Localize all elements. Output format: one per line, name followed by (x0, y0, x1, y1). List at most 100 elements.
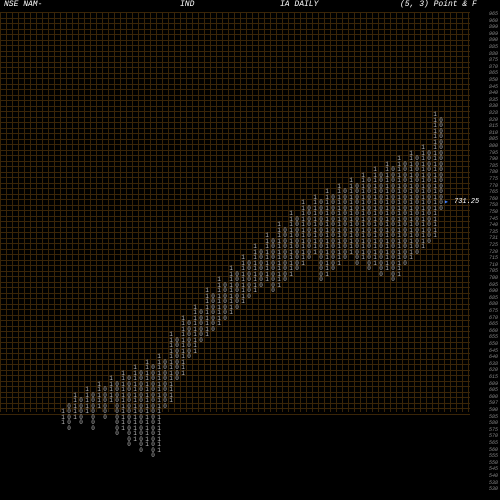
y-axis-label: 828 (489, 111, 498, 116)
y-axis-label: 740 (489, 223, 498, 228)
pnf-cell: 1 (276, 282, 282, 288)
pnf-cell: 0 (426, 238, 432, 244)
y-axis-label: 615 (489, 375, 498, 380)
pnf-cell: 0 (102, 414, 108, 420)
y-axis-label: 560 (489, 448, 498, 453)
y-axis-label: 795 (489, 151, 498, 156)
pnf-cell: 0 (222, 315, 228, 321)
y-axis-label: 725 (489, 243, 498, 248)
y-axis-label: 685 (489, 296, 498, 301)
y-axis-label: 597 (489, 401, 498, 406)
y-axis-label: 800 (489, 144, 498, 149)
y-axis-label: 731 (489, 236, 498, 241)
pnf-cell: 0 (390, 276, 396, 282)
y-axis-label: 600 (489, 395, 498, 400)
pnf-cell: 0 (78, 419, 84, 425)
pnf-cell: 0 (414, 249, 420, 255)
pnf-cell: 0 (174, 375, 180, 381)
y-axis-label: 675 (489, 309, 498, 314)
y-axis-label: 645 (489, 349, 498, 354)
y-axis-label: 715 (489, 256, 498, 261)
pnf-cell: 1 (204, 331, 210, 337)
y-axis-label: 680 (489, 302, 498, 307)
y-axis-label: 899 (489, 25, 498, 30)
chart-header: NSE NAM- IND IA DAILY (5, 3) Point & F (0, 0, 500, 12)
pnf-cell: 0 (138, 447, 144, 453)
y-axis-label: 655 (489, 335, 498, 340)
y-axis-label: 805 (489, 137, 498, 142)
y-axis-label: 530 (489, 487, 498, 492)
y-axis-label: 870 (489, 65, 498, 70)
pnf-cell: 1 (420, 243, 426, 249)
pnf-cell: 0 (210, 326, 216, 332)
pnf-cell: 0 (270, 287, 276, 293)
y-axis-label: 695 (489, 283, 498, 288)
pnf-cell: 0 (330, 265, 336, 271)
pnf-cell: 0 (126, 441, 132, 447)
pnf-cell: 0 (186, 353, 192, 359)
y-axis-label: 710 (489, 263, 498, 268)
y-axis-label: 580 (489, 421, 498, 426)
y-axis-label: 700 (489, 276, 498, 281)
pnf-cell: 0 (90, 425, 96, 431)
y-axis-label: 585 (489, 415, 498, 420)
y-axis-label: 570 (489, 434, 498, 439)
y-axis-label: 845 (489, 85, 498, 90)
pnf-cell: 1 (156, 447, 162, 453)
y-axis-label: 660 (489, 329, 498, 334)
y-axis-label: 810 (489, 131, 498, 136)
y-axis-label: 720 (489, 250, 498, 255)
y-axis-label: 875 (489, 58, 498, 63)
y-axis-label: 890 (489, 38, 498, 43)
y-axis-label: 705 (489, 269, 498, 274)
y-axis-label: 835 (489, 98, 498, 103)
pnf-cell: 1 (240, 298, 246, 304)
pnf-cell: 1 (168, 397, 174, 403)
y-axis-label: 865 (489, 71, 498, 76)
pnf-cell: 1 (288, 271, 294, 277)
y-axis-label: 885 (489, 45, 498, 50)
pnf-cell: 0 (294, 265, 300, 271)
y-axis-label: 605 (489, 388, 498, 393)
y-axis-label: 909 (489, 32, 498, 37)
pnf-cell: 0 (246, 293, 252, 299)
pnf-cell: 1 (228, 309, 234, 315)
y-axis-label: 960 (489, 19, 498, 24)
y-axis-label: 758 (489, 203, 498, 208)
y-axis-label: 745 (489, 217, 498, 222)
pnf-cell: 0 (162, 403, 168, 409)
y-axis-label: 880 (489, 52, 498, 57)
y-axis-label: 735 (489, 230, 498, 235)
y-axis-label: 850 (489, 78, 498, 83)
y-axis-label: 550 (489, 461, 498, 466)
y-axis-label: 609 (489, 382, 498, 387)
pnf-cell: 0 (306, 254, 312, 260)
pnf-cell: 0 (402, 260, 408, 266)
y-axis-label: 815 (489, 124, 498, 129)
pnf-cell: 0 (114, 430, 120, 436)
pnf-cell: 1 (324, 271, 330, 277)
pnf-cell: 1 (252, 287, 258, 293)
pnf-cell: 0 (258, 282, 264, 288)
y-axis-label: 750 (489, 210, 498, 215)
y-axis-label: 765 (489, 190, 498, 195)
pnf-chart: 1110000011111000001111100000001111100000… (0, 12, 470, 498)
header-left: NSE NAM- (4, 0, 42, 9)
y-axis-label: 770 (489, 184, 498, 189)
y-axis-label: 760 (489, 197, 498, 202)
pnf-cell: 1 (300, 260, 306, 266)
pnf-cell: 1 (180, 370, 186, 376)
y-axis-label: 820 (489, 118, 498, 123)
pnf-cell: 0 (66, 425, 72, 431)
y-axis-label: 775 (489, 177, 498, 182)
header-right: (5, 3) Point & F (400, 0, 477, 9)
y-axis-label: 590 (489, 408, 498, 413)
header-c1: IND (180, 0, 194, 9)
y-axis-label: 785 (489, 164, 498, 169)
pnf-cell: 0 (282, 276, 288, 282)
pnf-cell: 0 (354, 260, 360, 266)
y-axis-label: 638 (489, 362, 498, 367)
pnf-cell: 0 (378, 271, 384, 277)
y-axis-label: 690 (489, 289, 498, 294)
y-axis-label: 670 (489, 316, 498, 321)
